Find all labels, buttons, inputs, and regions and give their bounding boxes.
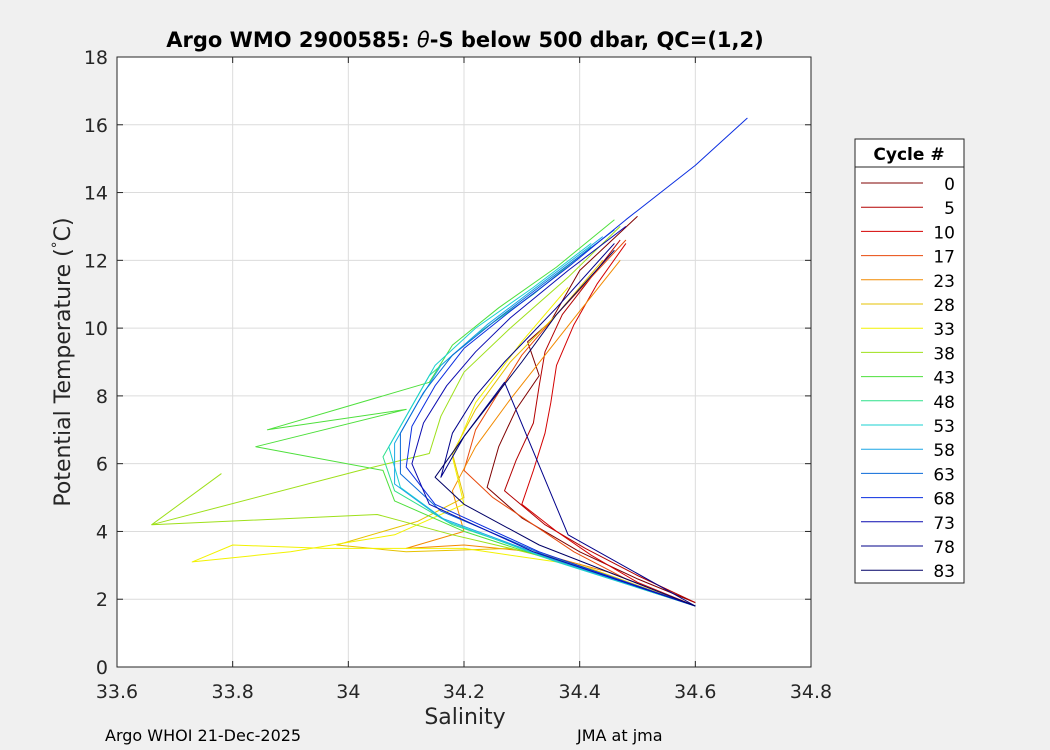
footer-left: Argo WHOI 21-Dec-2025 [105, 726, 301, 745]
legend-label-4: 23 [933, 272, 955, 292]
y-tick-label: 14 [84, 183, 108, 205]
legend-label-10: 53 [933, 417, 955, 437]
y-tick-labels: 0 2 4 6 8 10 12 14 16 18 [84, 47, 108, 679]
plot-frame [116, 56, 812, 668]
x-tick-label: 33.8 [212, 681, 254, 703]
x-tick-label: 34 [336, 681, 360, 703]
x-tick-label: 34.2 [443, 681, 485, 703]
legend-label-9: 48 [933, 393, 955, 413]
legend-label-11: 58 [933, 441, 955, 461]
legend-label-0: 0 [944, 175, 955, 195]
y-tick-label: 0 [96, 657, 108, 679]
chart-title: Argo WMO 2900585: θ-S below 500 dbar, QC… [166, 28, 763, 52]
series-line-0 [486, 215, 696, 604]
series-layer [151, 117, 748, 607]
series-line-10 [388, 243, 696, 607]
legend-label-1: 5 [944, 199, 955, 219]
y-tick-label: 12 [84, 250, 108, 272]
legend-label-8: 43 [933, 369, 955, 389]
series-line-15 [440, 243, 696, 607]
legend-label-6: 33 [933, 320, 955, 340]
legend-label-16: 83 [933, 562, 955, 582]
y-tick-label: 4 [96, 521, 108, 543]
y-tick-label: 2 [96, 589, 108, 611]
y-tick-label: 16 [84, 115, 108, 137]
legend-label-7: 38 [933, 344, 955, 364]
legend-label-3: 17 [933, 248, 955, 268]
y-axis-label: Potential Temperature (°C) [50, 217, 76, 506]
legend-entries: 0 5 10 17 23 28 33 38 43 48 53 58 63 68 73 78 83 [861, 175, 955, 582]
footer-right: JMA at jma [576, 726, 663, 745]
legend-label-12: 63 [933, 465, 955, 485]
series-line-14 [411, 226, 696, 607]
legend-label-14: 73 [933, 514, 955, 534]
series-line-2 [521, 243, 696, 607]
series-line-16 [434, 249, 696, 607]
x-axis-label: Salinity [424, 705, 505, 730]
x-tick-label: 34.6 [674, 681, 716, 703]
y-tick-label: 6 [96, 454, 108, 476]
legend-title: Cycle # [873, 145, 944, 165]
series-line-13 [405, 117, 748, 607]
series-line-8 [255, 219, 696, 607]
legend-label-5: 28 [933, 296, 955, 316]
x-tick-labels: 33.6 33.8 34 34.2 34.4 34.6 34.8 [96, 681, 832, 703]
legend-label-15: 78 [933, 538, 955, 558]
y-tick-label: 8 [96, 386, 108, 408]
y-tick-label: 10 [84, 318, 108, 340]
legend-box [854, 138, 965, 584]
series-line-1 [504, 239, 696, 604]
y-tick-label: 18 [84, 47, 108, 69]
x-tick-label: 34.8 [790, 681, 832, 703]
legend-label-13: 68 [933, 490, 955, 510]
series-line-7 [151, 226, 696, 607]
legend: Cycle # 0 5 10 17 23 28 33 38 43 48 53 58 63 68 73 78 83 [854, 138, 965, 584]
legend-label-2: 10 [933, 223, 955, 243]
series-line-6 [191, 287, 696, 607]
x-tick-label: 33.6 [96, 681, 138, 703]
x-tick-label: 34.4 [559, 681, 601, 703]
